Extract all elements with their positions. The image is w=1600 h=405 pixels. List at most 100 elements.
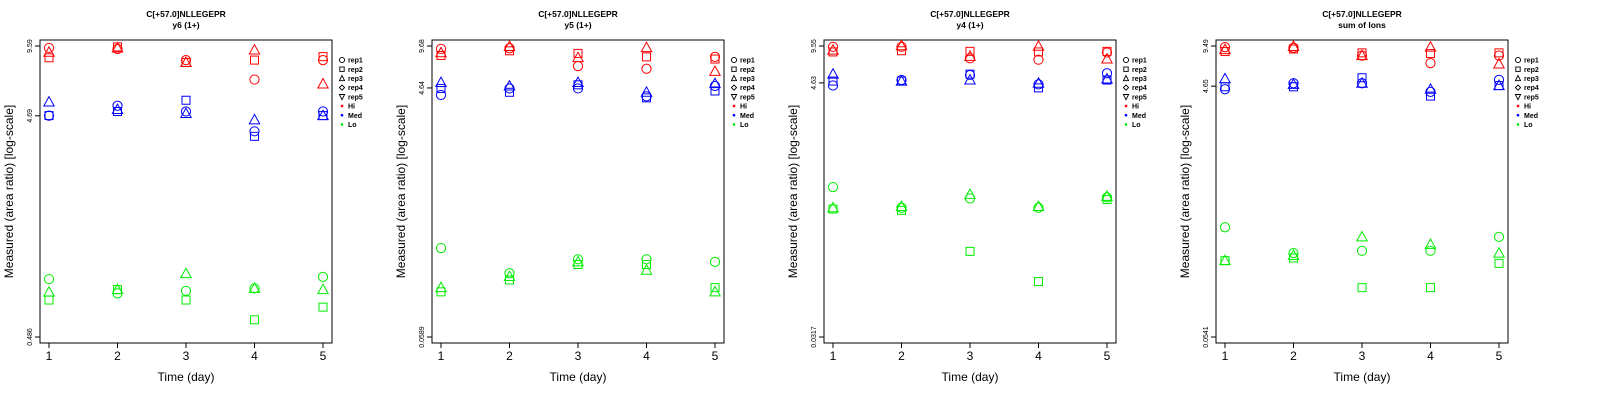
x-tick-label: 3: [967, 349, 974, 363]
data-point-med-rep3: [42, 95, 56, 107]
data-point-med-rep3: [640, 85, 653, 97]
data-point-hi-rep3: [434, 46, 448, 58]
data-point-med-rep1: [1493, 74, 1505, 85]
legend-label: Hi: [740, 104, 747, 111]
y-tick-label: 4.69: [27, 109, 34, 123]
legend-label: rep3: [740, 76, 755, 83]
legend-marker: [730, 84, 738, 91]
legend-label: rep5: [348, 94, 363, 101]
legend-marker-shape: [1514, 56, 1522, 64]
data-point-med-rep2: [1220, 82, 1230, 92]
x-tick-label: 3: [1359, 349, 1366, 363]
x-tick-label: 4: [1427, 349, 1434, 363]
plot-frame: [431, 39, 725, 344]
legend-label: rep2: [1132, 67, 1147, 74]
y-tick-label: 0.0317: [811, 326, 818, 348]
data-point-med-rep1: [827, 80, 839, 91]
data-point-med-rep3: [111, 103, 124, 115]
data-point-med-rep2: [710, 86, 720, 96]
data-point-hi-rep1: [43, 42, 55, 54]
data-point-med-rep1: [43, 110, 55, 121]
data-point-lo-rep1: [180, 285, 192, 296]
chart-title: C[+57.0]NLLEGEPR: [146, 9, 226, 19]
data-point-hi-rep3: [503, 40, 516, 51]
data-point-lo-rep1: [827, 181, 839, 193]
data-point-med-rep1: [709, 80, 721, 92]
legend-label: rep4: [740, 85, 755, 92]
legend-label: rep1: [1132, 58, 1147, 65]
legend-marker-shape: [1514, 94, 1522, 101]
legend-label: rep1: [740, 58, 755, 65]
legend-marker-shape: [1122, 84, 1130, 91]
data-point-med-rep2: [1357, 73, 1367, 83]
data-point-hi-rep2: [1034, 47, 1043, 57]
data-point-hi-rep3: [42, 45, 56, 57]
data-point-lo-rep2: [1426, 283, 1435, 293]
data-point-lo-rep1: [1356, 245, 1368, 256]
legend-label: Med: [1524, 113, 1538, 120]
data-point-lo-rep3: [963, 187, 977, 199]
legend-marker-shape: [338, 56, 346, 64]
data-point-hi-rep2: [897, 46, 906, 56]
legend-label: rep3: [1132, 76, 1147, 83]
data-point-med-rep3: [316, 109, 330, 121]
data-point-lo-rep3: [1492, 246, 1506, 258]
data-point-med-rep3: [434, 76, 448, 88]
data-point-hi-rep1: [1493, 50, 1505, 61]
data-point-hi-rep2: [44, 53, 54, 63]
data-point-hi-rep1: [504, 43, 515, 54]
data-point-lo-rep1: [1493, 231, 1505, 242]
data-point-lo-rep1: [1219, 222, 1231, 233]
data-point-lo-rep2: [1034, 277, 1043, 287]
data-point-med-rep2: [505, 87, 514, 97]
legend-marker: [1514, 56, 1522, 64]
data-point-hi-rep3: [640, 41, 653, 53]
data-point-hi-rep2: [1426, 49, 1435, 59]
data-point-lo-rep3: [503, 270, 516, 282]
x-tick-label: 5: [712, 349, 719, 363]
data-point-hi-rep1: [1101, 47, 1113, 58]
data-point-med-rep3: [179, 107, 193, 119]
data-point-med-rep1: [435, 89, 447, 101]
x-tick-label: 3: [575, 349, 582, 363]
data-point-hi-rep1: [1033, 54, 1044, 65]
legend-marker: [730, 56, 738, 64]
data-point-lo-rep2: [1494, 258, 1504, 268]
data-point-hi-rep1: [1219, 42, 1231, 53]
x-tick-label: 2: [506, 349, 513, 363]
x-tick-label: 1: [1222, 349, 1229, 363]
legend-label: Lo: [348, 122, 357, 129]
legend-marker: [338, 74, 346, 82]
legend-marker: [340, 104, 344, 108]
data-point-lo-rep3: [1355, 230, 1369, 242]
legend-label: rep2: [348, 67, 363, 74]
data-point-med-rep3: [1287, 77, 1300, 89]
data-point-hi-rep3: [1100, 52, 1114, 64]
data-point-hi-rep1: [435, 43, 447, 55]
plot-frame: [1215, 39, 1509, 344]
data-point-lo-rep3: [1424, 237, 1437, 249]
data-point-hi-rep3: [1424, 40, 1437, 52]
data-point-lo-rep2: [181, 295, 191, 305]
y-tick-label: 9.59: [27, 39, 34, 53]
legend-label: rep1: [1524, 58, 1539, 65]
data-point-lo-rep2: [505, 275, 514, 285]
data-point-lo-rep3: [42, 285, 56, 297]
y-tick-label: 0.0589: [419, 326, 426, 348]
y-tick-label: 4.64: [419, 81, 426, 95]
legend-marker: [338, 56, 346, 64]
data-point-hi-rep1: [1288, 42, 1299, 53]
data-point-hi-rep3: [316, 77, 330, 89]
data-point-med-rep3: [826, 67, 840, 79]
data-point-hi-rep1: [112, 43, 123, 55]
legend-marker: [1516, 113, 1520, 117]
legend-marker: [732, 123, 736, 126]
legend-label: rep5: [1524, 94, 1539, 101]
data-point-hi-rep3: [1287, 40, 1300, 52]
plot-frame: [823, 39, 1117, 344]
data-point-hi-rep3: [571, 51, 585, 63]
data-point-med-rep2: [250, 131, 259, 141]
data-point-med-rep2: [642, 93, 651, 103]
